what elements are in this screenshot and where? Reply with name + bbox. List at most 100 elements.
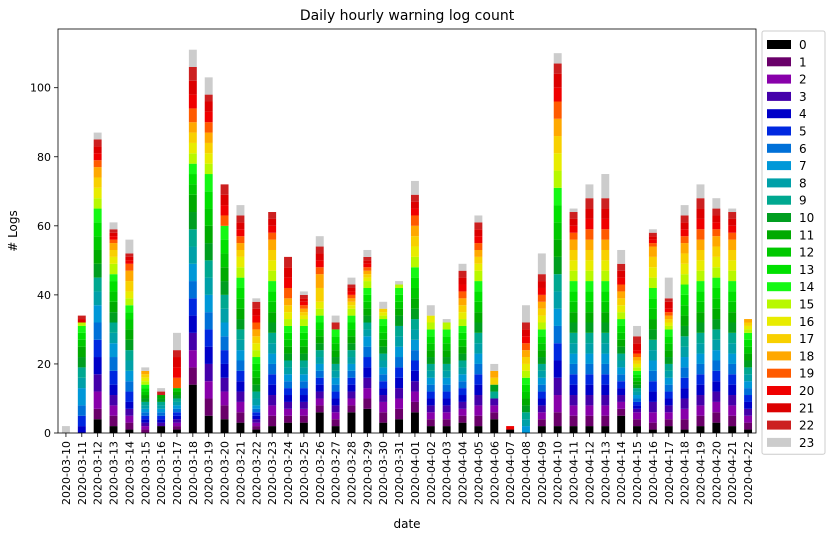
bar-segment [125,401,134,409]
bar-segment [268,301,277,313]
bar-segment [617,291,626,299]
bar-segment [728,232,737,240]
bar-segment [553,377,562,396]
bar-segment [474,322,483,333]
bar-segment [601,332,610,344]
bar-segment [522,384,530,392]
bar-segment [569,374,578,385]
bar-segment [363,377,372,389]
legend-label: 11 [799,228,814,242]
bar-segment [188,212,197,230]
bar-segment [395,377,404,389]
bar-segment [347,298,356,302]
bar-segment [379,395,388,402]
bar-segment [395,367,404,378]
bar-segment [728,405,737,416]
bar-segment [315,363,324,371]
bar-segment [474,332,483,344]
bar-segment [410,246,419,257]
bar-segment [125,319,134,330]
bar-segment [458,291,467,299]
bar-segment [664,426,673,433]
bar-segment [236,267,245,278]
bar-segment [363,346,372,358]
bar-segment [585,184,594,199]
bar-segment [284,388,292,396]
bar-segment [569,291,578,302]
x-tick-label: 2020-03-28 [345,441,358,505]
bar-segment [744,381,753,389]
bar-segment [537,287,546,295]
legend-swatch [767,386,791,395]
bar-segment [395,301,404,309]
bar-segment [744,329,753,333]
bar-segment [585,270,594,282]
bar-segment [299,339,308,347]
bar-segment [569,312,578,323]
bar-segment [252,363,261,371]
bar-segment [331,343,340,351]
bar-segment [252,398,261,406]
bar-segment [696,184,705,199]
bar-segment [188,163,197,175]
bar-segment [299,301,308,306]
bar-segment [712,360,721,371]
bar-segment [299,332,308,340]
bar-segment [331,419,340,427]
bar-segment [331,370,340,378]
bar-segment [204,132,213,143]
bar-segment [585,260,594,271]
x-tick-label: 2020-03-26 [314,441,327,505]
bar-segment [648,236,657,240]
x-tick-label: 2020-04-16 [647,441,660,505]
bar-segment [617,298,626,306]
bar-segment [141,381,150,385]
bar-segment [141,429,150,433]
bar-segment [315,301,324,309]
bar-segment [410,180,419,195]
bar-segment [601,208,610,219]
bar-segment [442,336,451,344]
x-axis: 2020-03-10 2020-03-11 2020-03-12 2020-03-13… [60,433,755,505]
bar-segment [188,174,197,185]
legend-label: 14 [799,280,814,294]
bar-segment [458,422,467,433]
x-tick-label: 2020-04-10 [552,441,565,505]
bar-segment [188,263,197,282]
bar-segment [458,339,467,347]
legend-label: 19 [799,367,814,381]
bar-segment [173,395,181,399]
bar-segment [458,381,467,389]
bar-segment [220,253,229,268]
bar-segment [188,298,197,316]
bar-segment [585,281,594,292]
bar-segment [474,236,483,244]
bar-segment [522,357,530,364]
bar-segment [744,367,753,375]
bar-segment [268,322,277,333]
bar-segment [77,367,86,378]
bar-segment [585,198,594,209]
bar-segment [125,429,134,433]
bar-segment [236,256,245,268]
bar-segment [93,305,102,323]
bar-segment [157,422,166,427]
bar-segment [173,398,181,402]
bar-segment [474,301,483,313]
bar-segment [395,284,404,288]
bar-segment [347,391,356,399]
bar-segment [728,395,737,406]
bar-segment [157,391,166,396]
bar-segment [648,239,657,244]
bar-segment [410,360,419,371]
bar-segment [252,329,261,337]
bar-segment [537,384,546,392]
bar-segment [331,363,340,371]
bar-segment [141,426,150,430]
bar-segment [236,308,245,320]
bar-segment [728,384,737,396]
bar-segment [77,322,86,326]
bar-segment [109,301,118,313]
bar-segment [204,346,213,364]
bar-segment [617,388,626,396]
